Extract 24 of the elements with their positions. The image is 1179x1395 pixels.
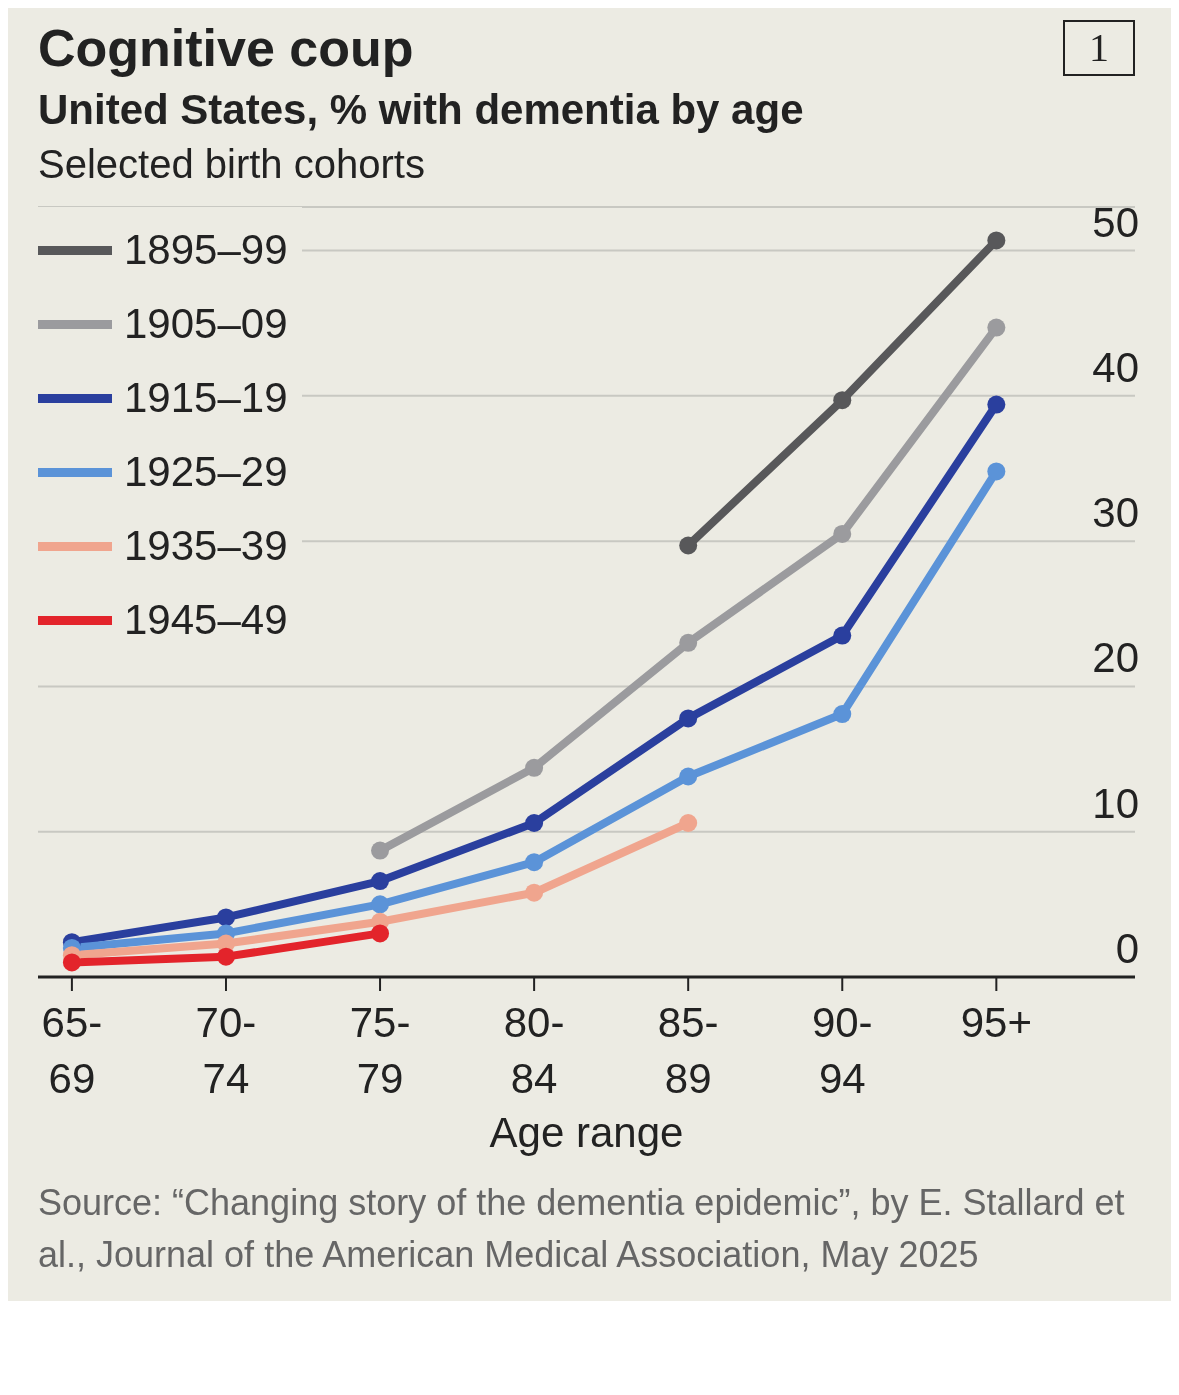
y-tick-label: 40	[1092, 343, 1139, 391]
legend-label: 1915–19	[124, 374, 288, 422]
y-tick-label: 50	[1092, 198, 1139, 246]
legend-label: 1895–99	[124, 226, 288, 274]
legend-label: 1925–29	[124, 448, 288, 496]
y-tick-label: 20	[1092, 634, 1139, 682]
x-tick-label: 80-84	[503, 999, 565, 1102]
x-tick-label: 70-74	[195, 999, 257, 1102]
source-note: Source: “Changing story of the dementia epidemic”, by E. Stallard et al., Journal of the American Medical Association, May 2025	[37, 1181, 1126, 1278]
x-tick-label: 90-94	[811, 999, 873, 1102]
legend-label: 1905–09	[124, 300, 288, 348]
x-axis-title: Age range	[489, 1109, 684, 1156]
x-tick-label: 75-79	[349, 999, 411, 1102]
x-tick-label: 95+	[960, 999, 1032, 1046]
text: 1	[1063, 20, 1135, 76]
legend-label: 1935–39	[124, 522, 288, 570]
chart-subtitle: United States, % with dementia by age Selected birth cohorts	[37, 85, 805, 187]
chart-title: Cognitive coup	[38, 19, 414, 77]
y-tick-label: 30	[1092, 489, 1139, 537]
x-tick-label: 65-69	[41, 999, 103, 1102]
x-tick-label: 85-89	[657, 999, 719, 1102]
y-tick-label: 0	[1115, 925, 1139, 972]
y-tick-label: 10	[1092, 779, 1139, 827]
legend-label: 1945–49	[124, 596, 288, 644]
